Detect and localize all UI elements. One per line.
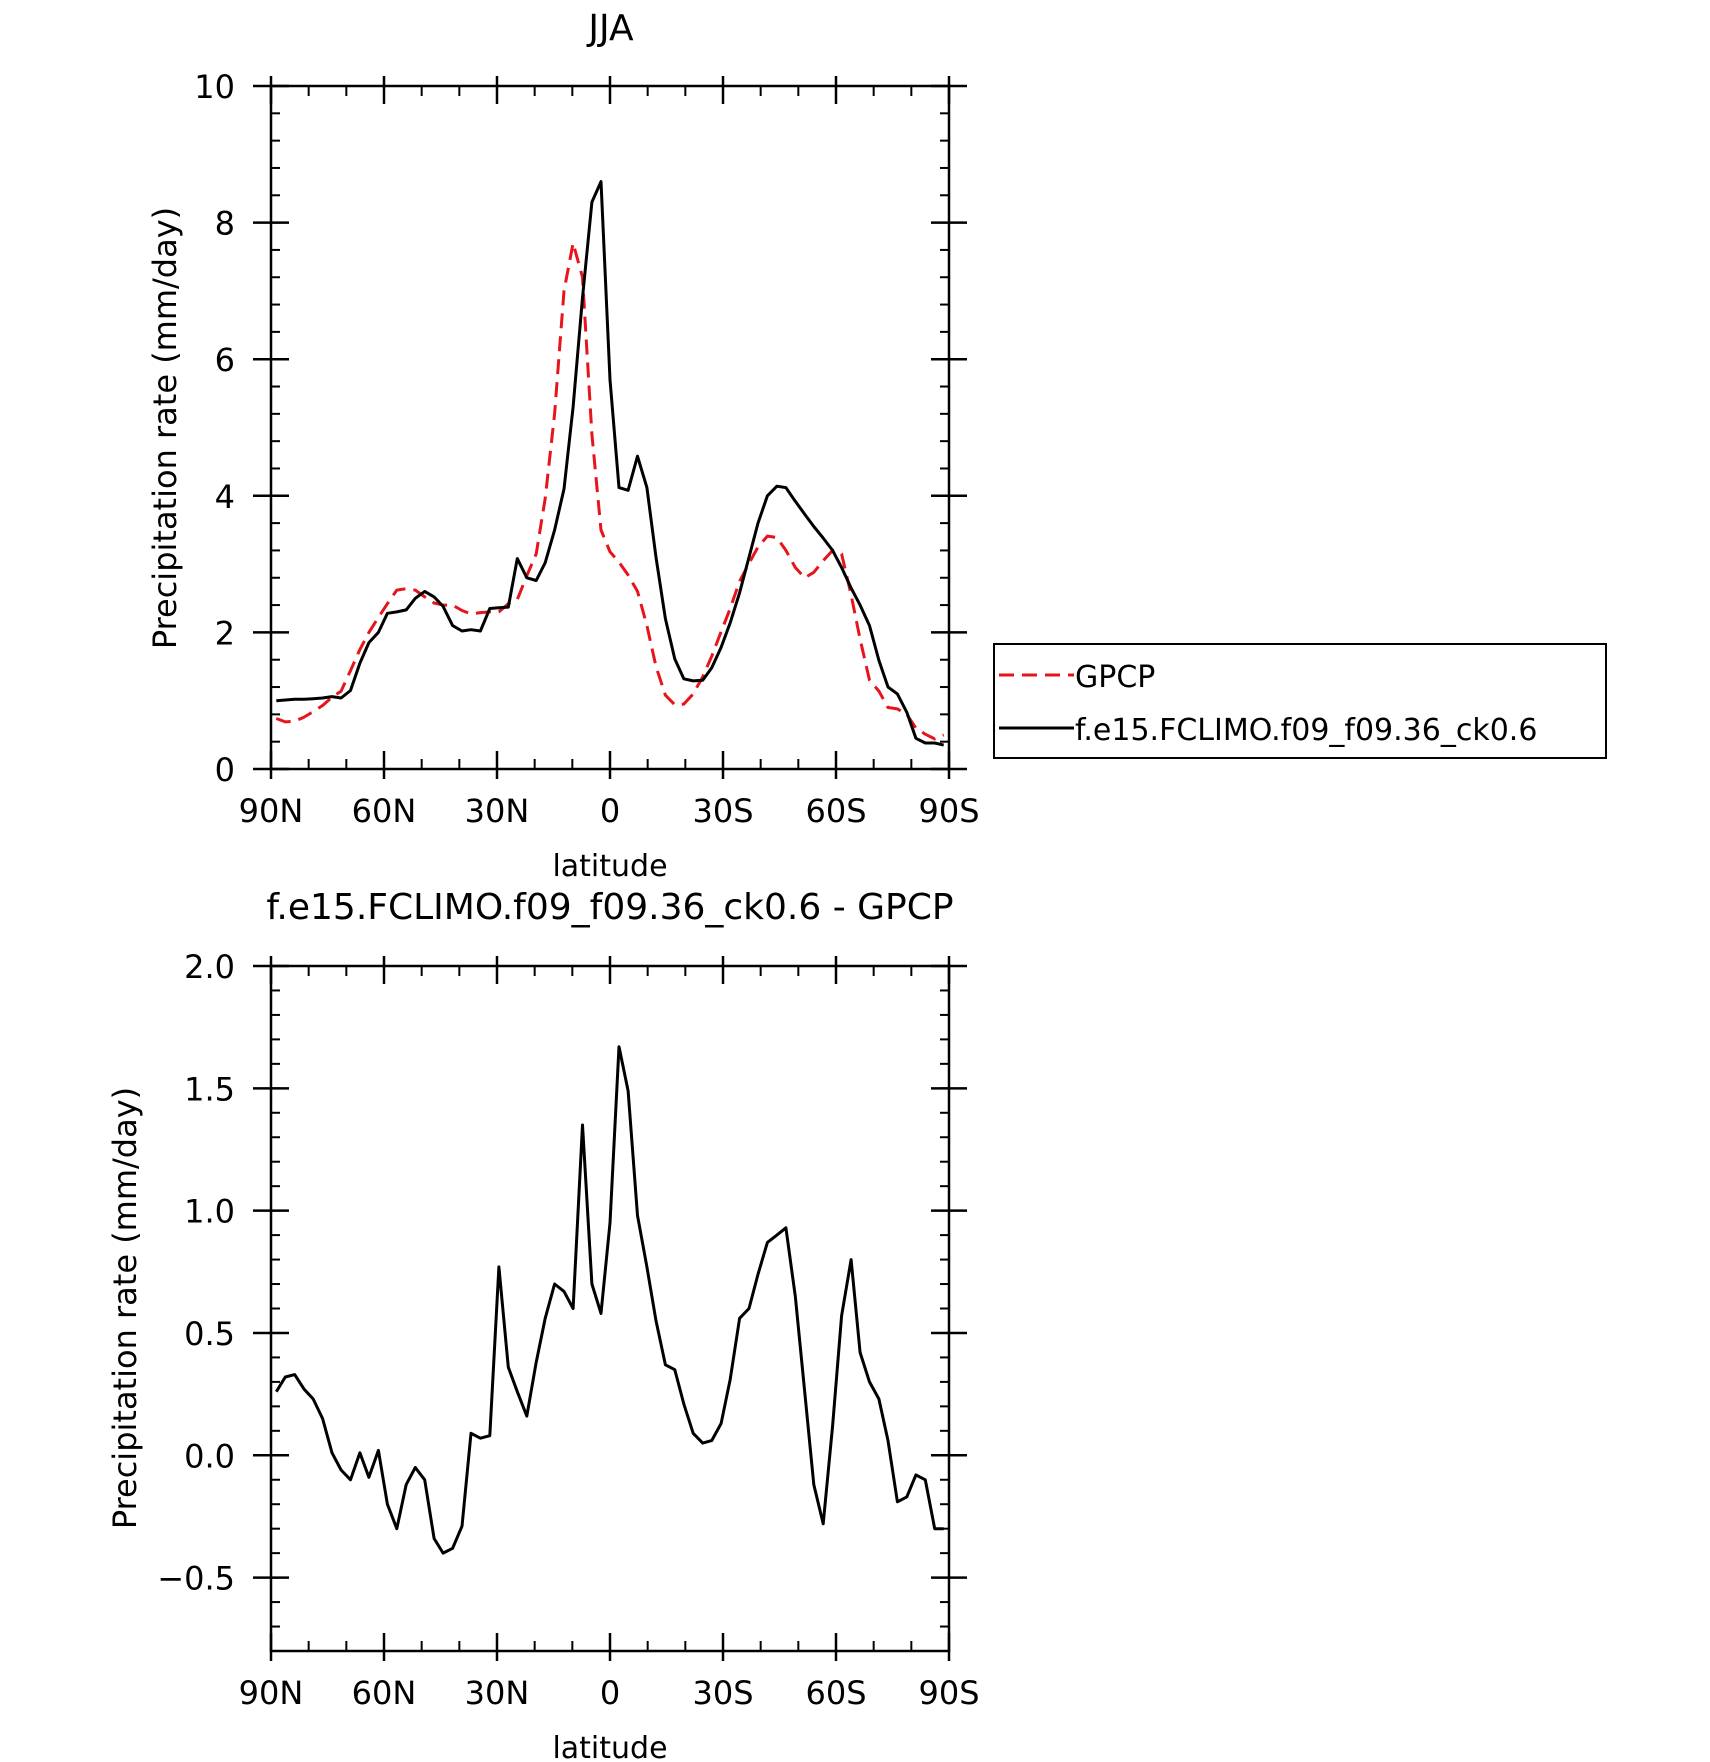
top-tick-labels: 90N 60N 30N 0 30S 60S 90S 0 2 4 6 8 10 — [194, 68, 979, 830]
bottom-y-axis-label: Precipitation rate (mm/day) — [106, 1087, 144, 1529]
top-y-tick-label: 0 — [215, 751, 235, 789]
top-y-axis-label: Precipitation rate (mm/day) — [146, 207, 184, 649]
top-series-line-1 — [275, 241, 945, 741]
bottom-x-tick-label: 60S — [805, 1674, 866, 1712]
bottom-y-tick-label: 0.0 — [184, 1437, 235, 1475]
top-y-tick-label: 2 — [215, 614, 235, 652]
top-axis-ticks — [253, 76, 967, 779]
bottom-y-tick-label: 0.5 — [184, 1315, 235, 1353]
top-x-tick-label: 0 — [600, 792, 620, 830]
top-series-line-2 — [276, 180, 945, 747]
bottom-x-axis-label: latitude — [552, 1731, 667, 1762]
bottom-series-line-1 — [275, 1045, 944, 1555]
bottom-y-tick-label: 2.0 — [184, 948, 235, 986]
bottom-x-tick-label: 30S — [692, 1674, 753, 1712]
bottom-y-tick-label: 1.0 — [184, 1193, 235, 1231]
bottom-plot-frame — [269, 964, 951, 1653]
bottom-tick-labels: 90N 60N 30N 0 30S 60S 90S −0.5 0.0 0.5 1.0 1.5 2.0 — [157, 948, 979, 1712]
bottom-series-group — [275, 1045, 944, 1555]
legend: GPCP f.e15.FCLIMO.f09_f09.36_ck0.6 — [993, 643, 1607, 759]
top-chart-title: JJA — [586, 8, 634, 49]
top-x-tick-label: 30N — [465, 792, 530, 830]
top-y-tick-label: 10 — [194, 68, 235, 106]
bottom-panel: f.e15.FCLIMO.f09_f09.36_ck0.6 - GPCP 90N… — [106, 887, 980, 1762]
top-plot-frame — [269, 84, 951, 771]
top-series-group — [275, 180, 945, 747]
legend-label-gpcp: GPCP — [1075, 660, 1155, 695]
legend-box — [993, 643, 1607, 759]
top-y-tick-label: 4 — [215, 478, 235, 516]
top-x-tick-label: 90S — [918, 792, 979, 830]
bottom-axis-ticks — [253, 956, 967, 1661]
top-x-tick-label: 30S — [692, 792, 753, 830]
top-y-tick-label: 8 — [215, 205, 235, 243]
bottom-x-tick-label: 90N — [239, 1674, 304, 1712]
top-x-tick-label: 90N — [239, 792, 304, 830]
bottom-y-tick-label: −0.5 — [157, 1560, 235, 1598]
bottom-chart-title: f.e15.FCLIMO.f09_f09.36_ck0.6 - GPCP — [266, 887, 953, 928]
bottom-x-tick-label: 0 — [600, 1674, 620, 1712]
bottom-x-tick-label: 90S — [918, 1674, 979, 1712]
top-x-tick-label: 60S — [805, 792, 866, 830]
legend-label-model: f.e15.FCLIMO.f09_f09.36_ck0.6 — [1075, 713, 1537, 748]
top-x-axis-label: latitude — [552, 849, 667, 884]
top-x-tick-label: 60N — [352, 792, 417, 830]
bottom-x-tick-label: 60N — [352, 1674, 417, 1712]
bottom-y-tick-label: 1.5 — [184, 1070, 235, 1108]
bottom-x-tick-label: 30N — [465, 1674, 530, 1712]
top-y-tick-label: 6 — [215, 341, 235, 379]
